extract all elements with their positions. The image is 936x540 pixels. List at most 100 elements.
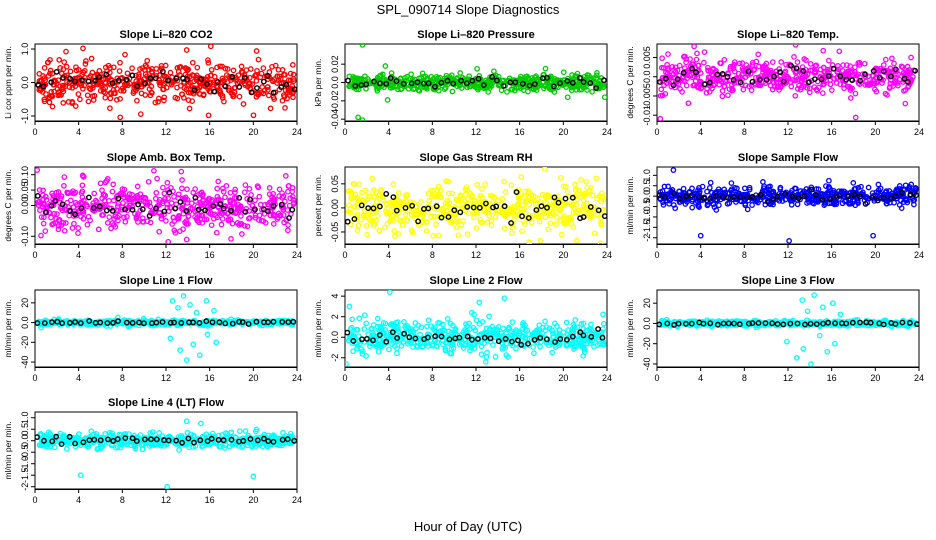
data-point xyxy=(225,216,232,223)
data-point xyxy=(199,220,206,226)
data-point xyxy=(285,222,291,228)
reference-point xyxy=(445,214,452,220)
data-point xyxy=(153,189,160,196)
data-point xyxy=(41,214,47,221)
data-point xyxy=(543,324,550,330)
data-point xyxy=(46,95,52,102)
data-point xyxy=(354,227,361,234)
data-point xyxy=(676,188,683,195)
series-points xyxy=(345,167,607,244)
data-point xyxy=(791,54,797,60)
data-point xyxy=(267,212,274,219)
data-point xyxy=(584,87,590,93)
data-point xyxy=(820,47,827,54)
data-point xyxy=(206,84,213,91)
y-tick-label: 0.0 xyxy=(642,70,652,83)
data-point xyxy=(234,219,241,226)
data-point xyxy=(107,65,113,71)
data-point xyxy=(706,184,713,191)
data-point xyxy=(531,350,537,357)
reference-point xyxy=(588,333,595,340)
data-point xyxy=(224,210,231,217)
data-point xyxy=(468,309,475,316)
reference-point xyxy=(905,79,911,85)
data-point xyxy=(679,89,685,95)
data-point xyxy=(525,76,532,82)
data-point xyxy=(172,230,179,236)
data-point xyxy=(794,59,801,65)
reference-point xyxy=(167,319,174,326)
data-point xyxy=(880,62,887,68)
data-point xyxy=(145,178,152,185)
data-point xyxy=(746,186,753,193)
data-point xyxy=(683,56,689,62)
data-point xyxy=(819,90,826,96)
data-point xyxy=(578,177,584,183)
reference-point xyxy=(662,194,668,201)
data-point xyxy=(522,221,528,227)
outlier-point xyxy=(359,44,366,48)
data-point xyxy=(572,317,579,323)
data-point xyxy=(562,183,569,190)
reference-point xyxy=(580,79,587,85)
reference-point xyxy=(433,203,440,210)
data-point xyxy=(180,226,186,233)
data-point xyxy=(41,98,48,105)
data-point xyxy=(270,221,277,227)
reference-point xyxy=(172,205,179,212)
reference-point xyxy=(152,75,159,82)
data-point xyxy=(80,85,86,92)
data-point xyxy=(667,190,674,196)
data-point xyxy=(544,210,550,217)
data-point xyxy=(542,65,549,72)
data-point xyxy=(194,64,201,71)
data-point xyxy=(210,215,217,222)
data-point xyxy=(728,180,735,186)
data-point xyxy=(522,327,528,333)
data-point xyxy=(47,70,53,77)
data-point xyxy=(425,317,432,324)
data-point xyxy=(253,78,260,84)
data-point xyxy=(183,218,190,224)
data-point xyxy=(156,199,163,205)
data-point xyxy=(900,70,907,77)
data-point xyxy=(479,186,485,192)
data-point xyxy=(165,195,171,202)
data-point xyxy=(502,189,509,195)
data-point xyxy=(55,226,62,233)
data-point xyxy=(253,72,260,78)
data-point xyxy=(483,354,490,360)
data-point xyxy=(266,191,273,198)
data-point xyxy=(834,68,841,75)
data-point xyxy=(282,71,288,78)
reference-point xyxy=(370,205,377,212)
data-point xyxy=(38,232,44,239)
y-axis-label: percent per min. xyxy=(313,175,323,236)
reference-point xyxy=(72,78,79,85)
data-point xyxy=(133,72,139,79)
data-point xyxy=(660,199,666,206)
data-point xyxy=(574,81,581,88)
outlier-point xyxy=(167,335,174,342)
data-point xyxy=(42,77,49,84)
data-point xyxy=(207,211,214,217)
data-point xyxy=(127,196,134,203)
data-point xyxy=(898,63,905,70)
reference-point xyxy=(49,319,55,325)
data-point xyxy=(736,60,743,67)
data-point xyxy=(843,62,850,68)
x-tick-label: 20 xyxy=(248,373,258,383)
data-point xyxy=(669,63,676,70)
data-point xyxy=(808,184,815,191)
data-point xyxy=(415,221,422,228)
reference-point xyxy=(264,208,271,215)
data-point xyxy=(183,236,190,243)
data-point xyxy=(240,101,247,107)
data-point xyxy=(282,173,289,179)
data-point xyxy=(734,185,740,192)
y-axis-label: ml/min per min. xyxy=(3,299,13,357)
data-point xyxy=(373,333,380,340)
reference-point xyxy=(870,68,877,74)
data-point xyxy=(375,348,382,355)
data-point xyxy=(225,87,232,94)
